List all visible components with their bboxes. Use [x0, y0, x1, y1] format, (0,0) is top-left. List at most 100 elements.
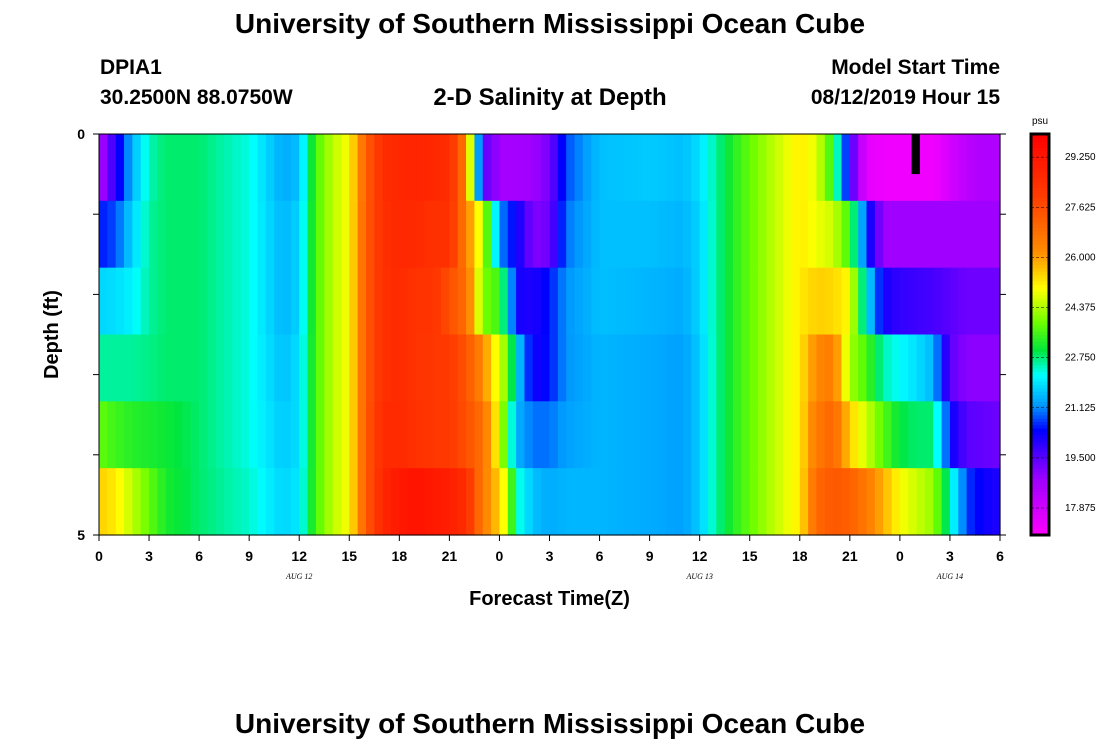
- heatmap-cell: [641, 267, 651, 336]
- heatmap-cell: [232, 200, 242, 269]
- heatmap-cell: [390, 134, 400, 202]
- heatmap-cell: [399, 200, 409, 269]
- heatmap-cell: [457, 401, 467, 469]
- heatmap-cell: [783, 267, 793, 336]
- heatmap-cell: [808, 468, 818, 536]
- heatmap-cell: [174, 334, 184, 402]
- heatmap-cell: [182, 468, 192, 536]
- heatmap-cell: [449, 334, 459, 402]
- heatmap-cell: [741, 334, 751, 402]
- y-tick-label: 0: [77, 126, 85, 142]
- heatmap-cell: [390, 401, 400, 469]
- heatmap-cell: [541, 401, 551, 469]
- heatmap-cell: [466, 468, 476, 536]
- colorbar-segment: [1031, 508, 1049, 513]
- heatmap-cell: [416, 334, 425, 402]
- heatmap-cell: [140, 200, 150, 269]
- colorbar-segment: [1031, 337, 1049, 342]
- heatmap-cell: [124, 267, 133, 336]
- colorbar-segment: [1031, 157, 1049, 162]
- heatmap-cell: [532, 401, 542, 469]
- heatmap-cell: [374, 334, 384, 402]
- heatmap-cell: [591, 267, 601, 336]
- heatmap-cell: [382, 200, 392, 269]
- heatmap-cell: [332, 334, 342, 402]
- plot-title-bottom: University of Southern Mississippi Ocean…: [234, 708, 866, 739]
- colorbar-segment: [1031, 381, 1049, 386]
- heatmap-cell: [733, 334, 742, 402]
- heatmap-cell: [741, 134, 751, 202]
- heatmap-cell: [416, 401, 425, 469]
- heatmap-cell: [416, 468, 425, 536]
- colorbar-segment: [1031, 194, 1049, 199]
- heatmap-cell: [474, 334, 484, 402]
- heatmap-cell: [983, 468, 993, 536]
- heatmap-cell: [290, 468, 300, 536]
- colorbar-tick-label: 19.500: [1065, 453, 1096, 464]
- heatmap-cell: [449, 267, 459, 336]
- heatmap-cell: [257, 134, 267, 202]
- colorbar-segment: [1031, 351, 1049, 356]
- heatmap-cell: [908, 468, 918, 536]
- heatmap-cell: [924, 334, 934, 402]
- heatmap-cell: [399, 267, 409, 336]
- heatmap-cell: [190, 401, 200, 469]
- heatmap-cell: [466, 200, 476, 269]
- heatmap-cell: [966, 134, 976, 202]
- heatmap-cell: [524, 401, 534, 469]
- x-tick-label: 21: [442, 548, 458, 564]
- heatmap-cell: [115, 134, 125, 202]
- heatmap-cell: [199, 200, 209, 269]
- heatmap-cell: [799, 401, 809, 469]
- heatmap-cell: [816, 468, 826, 536]
- colorbar-segment: [1031, 244, 1049, 249]
- heatmap-cell: [215, 334, 225, 402]
- heatmap-cell: [507, 200, 517, 269]
- colorbar-segment: [1031, 291, 1049, 295]
- heatmap-cell: [741, 401, 751, 469]
- heatmap-cell: [966, 267, 976, 336]
- heatmap-cell: [566, 401, 576, 469]
- heatmap-cell: [624, 267, 634, 336]
- heatmap-cell: [974, 200, 984, 269]
- heatmap-cell: [474, 200, 484, 269]
- colorbar-segment: [1031, 324, 1049, 329]
- heatmap-cell: [532, 267, 542, 336]
- heatmap-cell: [107, 401, 117, 469]
- heatmap-cell: [641, 468, 651, 536]
- heatmap-cell: [265, 134, 275, 202]
- heatmap-cell: [165, 200, 175, 269]
- heatmap-cell: [232, 334, 242, 402]
- heatmap-cell: [107, 334, 117, 402]
- heatmap-cell: [240, 267, 250, 336]
- heatmap-cell: [182, 267, 192, 336]
- heatmap-cell: [574, 267, 584, 336]
- heatmap-cell: [357, 401, 367, 469]
- heatmap-cell: [532, 134, 542, 202]
- heatmap-cell: [516, 134, 526, 202]
- heatmap-cell: [99, 401, 108, 469]
- heatmap-cell: [215, 267, 225, 336]
- heatmap-cell: [165, 334, 175, 402]
- heatmap-cell: [849, 267, 859, 336]
- colorbar-segment: [1031, 384, 1049, 389]
- heatmap-cell: [657, 468, 667, 536]
- heatmap-cell: [549, 468, 559, 536]
- heatmap-cell: [516, 200, 526, 269]
- heatmap-cell: [933, 134, 943, 202]
- colorbar-segment: [1031, 498, 1049, 503]
- heatmap-cell: [474, 468, 484, 536]
- heatmap-cell: [541, 200, 551, 269]
- heatmap-cell: [758, 200, 767, 269]
- heatmap-cell: [349, 200, 359, 269]
- heatmap-cell: [499, 200, 509, 269]
- heatmap-cell: [390, 468, 400, 536]
- heatmap-cell: [407, 334, 417, 402]
- heatmap-cell: [124, 468, 133, 536]
- heatmap-cell: [933, 401, 943, 469]
- heatmap-cell: [340, 334, 350, 402]
- heatmap-cell: [524, 267, 534, 336]
- heatmap-cell: [432, 134, 442, 202]
- heatmap-cell: [758, 468, 767, 536]
- colorbar-segment: [1031, 184, 1049, 189]
